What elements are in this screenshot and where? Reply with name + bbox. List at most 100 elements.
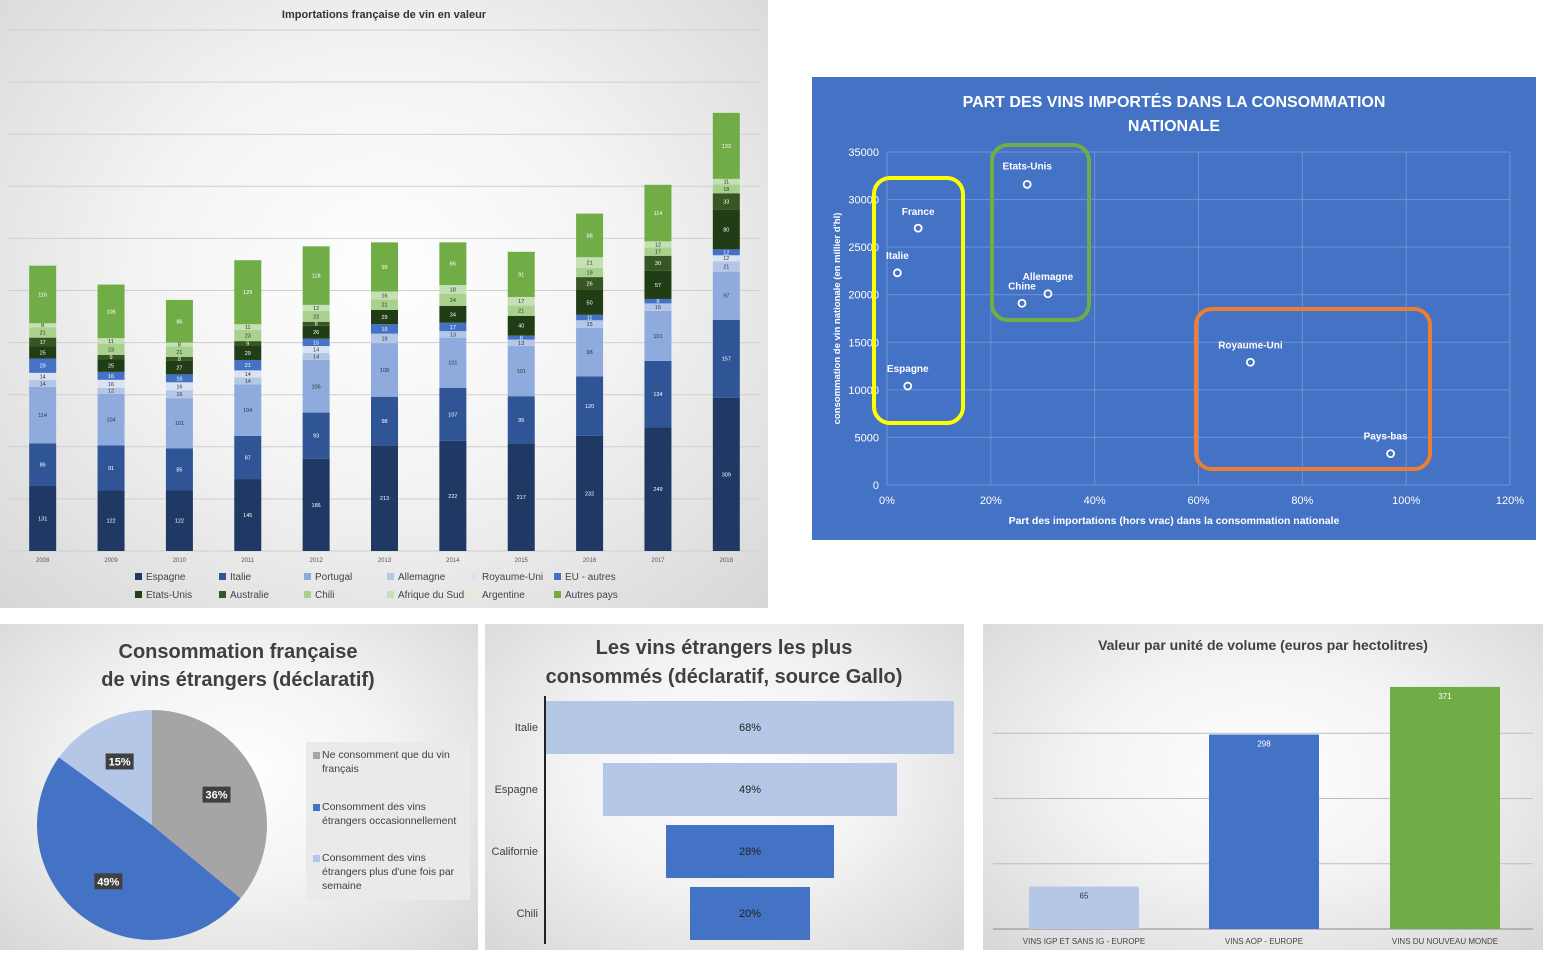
funnel-bar bbox=[603, 763, 897, 816]
bar-segment-label: 249 bbox=[653, 487, 662, 493]
x-tick-label: 2009 bbox=[104, 558, 118, 564]
bar-segment-label: 12 bbox=[313, 306, 319, 312]
bar-segment-label: 93 bbox=[313, 434, 319, 440]
legend-label: Allemagne bbox=[398, 572, 446, 583]
x-tick-label: 2011 bbox=[241, 558, 255, 564]
bar-segment bbox=[302, 325, 330, 339]
x-category-label: VINS IGP ET SANS IG - EUROPE bbox=[1023, 937, 1145, 946]
bar-segment bbox=[302, 310, 330, 322]
bar-segment bbox=[712, 209, 740, 250]
bar-segment bbox=[97, 371, 125, 380]
bar-segment bbox=[165, 382, 193, 391]
bar-segment bbox=[165, 342, 193, 347]
bar-segment bbox=[576, 435, 604, 551]
bar-segment-label: 108 bbox=[380, 368, 389, 374]
legend-swatch bbox=[554, 591, 561, 598]
bar-segment bbox=[234, 359, 262, 371]
x-tick-label: 2015 bbox=[515, 558, 529, 564]
funnel-category-label: Chili bbox=[517, 908, 538, 920]
bar-segment-label: 21 bbox=[518, 309, 524, 315]
scatter-point bbox=[1043, 289, 1053, 299]
legend-label: Chili bbox=[315, 590, 334, 601]
bar-segment bbox=[302, 359, 330, 413]
x-tick-label: 2018 bbox=[720, 558, 734, 564]
bar-segment-label: 86 bbox=[176, 319, 182, 325]
bar-segment-label: 133 bbox=[722, 144, 731, 150]
bar-segment bbox=[644, 247, 672, 256]
y-tick-label: 15000 bbox=[848, 337, 879, 349]
value-chart-svg: Valeur par unité de volume (euros par he… bbox=[993, 637, 1533, 946]
bar-segment-label: 34 bbox=[450, 312, 456, 318]
bar-segment bbox=[644, 427, 672, 551]
bar-segment-label: 85 bbox=[176, 467, 182, 473]
pie-title-line: Consommation française bbox=[119, 641, 358, 663]
bar-segment-label: 12 bbox=[723, 250, 729, 256]
bar-segment-label: 120 bbox=[585, 404, 594, 410]
bar-segment bbox=[712, 319, 740, 398]
group-highlight-box bbox=[1194, 307, 1432, 471]
bar-segment-label: 29 bbox=[40, 364, 46, 370]
bar-segment-label: 12 bbox=[723, 256, 729, 262]
pie-legend-swatch bbox=[313, 752, 320, 759]
bar-segment-label: 15 bbox=[313, 340, 319, 346]
bar-segment bbox=[644, 310, 672, 361]
bar-segment-label: 27 bbox=[176, 366, 182, 372]
y-tick-label: 10000 bbox=[848, 385, 879, 397]
y-tick-label: 25000 bbox=[848, 242, 879, 254]
bar-segment bbox=[439, 387, 467, 441]
bar-segment bbox=[29, 443, 57, 486]
pie-slice-label: 49% bbox=[97, 876, 119, 888]
legend-label: Argentine bbox=[482, 590, 525, 601]
bar-segment bbox=[576, 376, 604, 436]
bar-segment bbox=[302, 321, 330, 326]
bar-segment bbox=[302, 338, 330, 347]
legend-swatch bbox=[219, 591, 226, 598]
bar-segment-label: 98 bbox=[587, 350, 593, 356]
bar-segment bbox=[439, 337, 467, 388]
bar-segment-label: 101 bbox=[175, 421, 184, 427]
scatter-point-label: Allemagne bbox=[1023, 272, 1074, 283]
bar-segment bbox=[29, 485, 57, 551]
bar-segment-label: 114 bbox=[654, 211, 663, 217]
funnel-bar-label: 49% bbox=[739, 784, 761, 796]
bar-segment-label: 22 bbox=[313, 314, 319, 320]
pie-slice bbox=[58, 710, 153, 825]
bar-segment bbox=[712, 193, 740, 210]
bar-segment bbox=[234, 384, 262, 436]
bar-segment bbox=[97, 445, 125, 491]
legend-swatch bbox=[387, 591, 394, 598]
bar-segment bbox=[439, 293, 467, 306]
bar-segment bbox=[439, 242, 467, 286]
bar-segment bbox=[644, 184, 672, 242]
bar-segment bbox=[507, 251, 535, 297]
bar-segment-label: 17 bbox=[450, 325, 456, 331]
x-axis-label: Part des importations (hors vrac) dans l… bbox=[1009, 515, 1340, 527]
imports-chart-svg: Importations française de vin en valeur … bbox=[8, 9, 760, 601]
value-bar-label: 298 bbox=[1257, 740, 1271, 749]
bar-segment-label: 8 bbox=[178, 357, 181, 363]
group-highlight-box bbox=[872, 176, 965, 425]
bar-segment-label: 18 bbox=[723, 187, 729, 193]
bar-segment bbox=[371, 242, 398, 292]
pie-legend-label: Consomment des vins étrangers plus d'une … bbox=[322, 852, 455, 892]
bar-segment-label: 87 bbox=[245, 455, 251, 461]
bar-segment-label: 25 bbox=[40, 350, 46, 356]
legend-label: Royaume-Uni bbox=[482, 572, 543, 583]
bar-segment-label: 217 bbox=[517, 495, 526, 501]
bar-segment bbox=[97, 387, 125, 394]
x-tick-label: 20% bbox=[980, 495, 1002, 507]
bar-segment bbox=[644, 360, 672, 428]
scatter-point bbox=[1386, 449, 1395, 459]
bar-segment-label: 23 bbox=[245, 333, 251, 339]
imports-stacked-bar-chart: Importations française de vin en valeur … bbox=[0, 0, 768, 608]
bar-segment bbox=[507, 296, 535, 306]
bar-segment-label: 9 bbox=[246, 341, 249, 347]
x-tick-label: 2016 bbox=[583, 558, 597, 564]
bar-segment-label: 15 bbox=[655, 305, 661, 311]
bar-segment bbox=[234, 435, 262, 480]
bar-segment bbox=[644, 303, 672, 311]
x-tick-label: 100% bbox=[1392, 495, 1420, 507]
bar-segment-label: 91 bbox=[108, 466, 114, 472]
bar-segment-label: 16 bbox=[176, 376, 182, 382]
x-tick-label: 0% bbox=[879, 495, 895, 507]
